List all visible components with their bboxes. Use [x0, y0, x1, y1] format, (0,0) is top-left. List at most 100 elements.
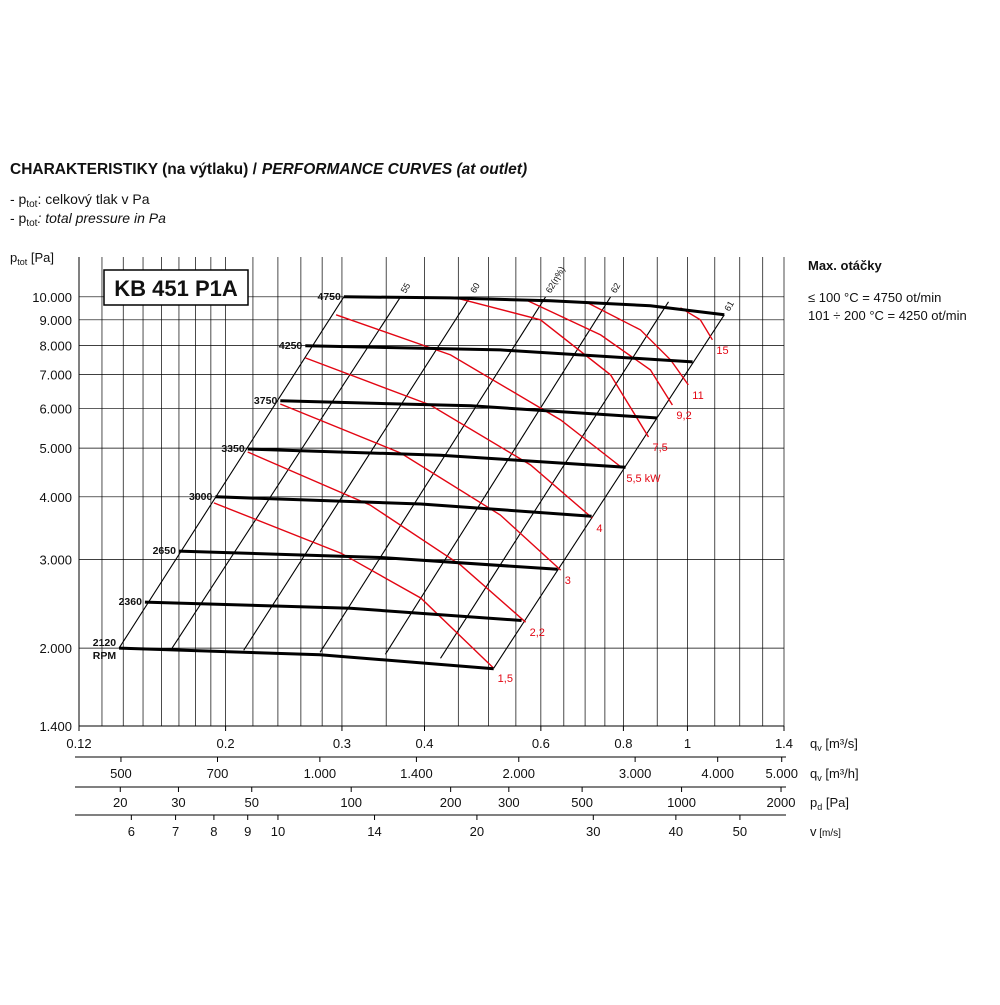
secondary-tick-label: 2000 — [767, 795, 796, 810]
axis-label-main: q — [810, 766, 817, 781]
y-tick-label: 2.000 — [39, 641, 72, 656]
efficiency-line — [440, 301, 669, 659]
secondary-tick-label: 200 — [440, 795, 462, 810]
efficiency-label: 62(η%) — [544, 265, 567, 295]
secondary-tick-label: 3.000 — [619, 766, 652, 781]
efficiency-line — [118, 296, 345, 649]
secondary-tick-label: 14 — [367, 824, 381, 839]
power-label: 15 — [716, 345, 728, 357]
secondary-tick-label: 8 — [210, 824, 217, 839]
rpm-label: 3350 — [221, 443, 245, 455]
power-curve — [305, 357, 593, 519]
model-box — [103, 269, 249, 306]
secondary-tick-label: 2.000 — [502, 766, 535, 781]
secondary-tick-label: 20 — [470, 824, 484, 839]
power-curve — [525, 299, 673, 406]
efficiency-line — [493, 314, 725, 669]
secondary-tick-label: 500 — [110, 766, 132, 781]
x-tick-label: 0.6 — [532, 736, 550, 751]
power-label: 4 — [596, 523, 602, 535]
secondary-tick-label: 20 — [113, 795, 127, 810]
rpm-curve — [280, 399, 658, 420]
rpm-unit: RPM — [93, 650, 117, 662]
secondary-tick-label: 50 — [733, 824, 747, 839]
y-tick-label: 3.000 — [39, 553, 72, 568]
rpm-curve — [178, 549, 558, 571]
power-label: 3 — [565, 575, 571, 587]
y-tick-label: 8.000 — [39, 339, 72, 354]
secondary-tick-label: 10 — [271, 824, 285, 839]
secondary-tick-label: 1000 — [667, 795, 696, 810]
x-tick-label: 1.4 — [775, 736, 793, 751]
rpm-curve — [144, 600, 522, 622]
rpm-label: 4250 — [279, 340, 303, 352]
x-tick-label: 1 — [684, 736, 691, 751]
note-prefix: - p — [10, 210, 27, 226]
secondary-tick-label: 6 — [128, 824, 135, 839]
rpm-label: 3000 — [189, 491, 213, 503]
y-tick-label: 4.000 — [39, 490, 72, 505]
note-prefix: - p — [10, 191, 27, 207]
y-tick-label: 7.000 — [39, 368, 72, 383]
note-sub: tot — [26, 199, 37, 210]
secondary-tick-label: 4.000 — [701, 766, 734, 781]
efficiency-line — [243, 296, 471, 651]
y-label-unit: [Pa] — [27, 250, 54, 265]
power-curve — [247, 451, 527, 623]
axis-label-main: p — [810, 795, 817, 810]
axis-label-sub: v — [817, 743, 822, 753]
axis-label-main: q — [810, 736, 817, 751]
efficiency-line — [384, 296, 612, 655]
efficiency-label: 62 — [609, 281, 623, 295]
max-speed-title: Max. otáčky — [808, 258, 882, 273]
axis-label-sub: v — [817, 773, 822, 783]
rpm-label: 2650 — [153, 545, 177, 557]
note-text: : total pressure in Pa — [37, 210, 166, 226]
max-speed-line: ≤ 100 °C = 4750 ot/min — [808, 290, 941, 305]
title-cz: CHARAKTERISTIKY (na výtlaku) / — [10, 161, 258, 178]
axis-label: qv [m³/h] — [810, 766, 859, 783]
secondary-tick-label: 30 — [171, 795, 185, 810]
model-label: KB 451 P1A — [114, 276, 238, 301]
axis-label-unit: [Pa] — [822, 795, 849, 810]
x-tick-label: 0.4 — [415, 736, 433, 751]
secondary-tick-label: 30 — [586, 824, 600, 839]
efficiency-line — [171, 296, 402, 649]
power-label: 11 — [692, 390, 703, 402]
curves: 55 60 62(η%) 62 61 1,5 2,2 3 4 5,5 kW 7,5 9,211 15 47… — [93, 265, 736, 686]
rpm-curve — [119, 646, 494, 671]
chart-title: CHARAKTERISTIKY (na výtlaku) / PERFORMANC… — [10, 161, 527, 178]
secondary-tick-label: 5.000 — [765, 766, 798, 781]
rpm-label: 2120 — [93, 637, 117, 649]
note-text: : celkový tlak v Pa — [37, 191, 149, 207]
secondary-tick-label: 40 — [669, 824, 683, 839]
axis-label: v [m/s] — [810, 824, 841, 839]
rpm-curve — [343, 295, 725, 317]
x-tick-label: 0.2 — [217, 736, 235, 751]
rpm-label: 2360 — [119, 596, 143, 608]
y-tick-label: 10.000 — [32, 290, 72, 305]
power-curve — [680, 307, 713, 341]
power-curve — [585, 301, 689, 386]
note: - ptot: celkový tlak v Pa — [10, 191, 150, 210]
y-label-sub: tot — [17, 257, 28, 267]
secondary-tick-label: 500 — [571, 795, 593, 810]
power-curve — [455, 297, 650, 438]
power-curve — [280, 403, 562, 571]
axis-label-unit: [m/s] — [817, 828, 842, 839]
note: - ptot: total pressure in Pa — [10, 210, 166, 229]
power-label: 9,2 — [676, 410, 691, 422]
x-tick-label: 0.3 — [333, 736, 351, 751]
rpm-curve — [305, 344, 693, 364]
x-tick-label: 0.12 — [66, 736, 91, 751]
rpm-curve — [247, 447, 626, 469]
secondary-tick-label: 1.000 — [304, 766, 337, 781]
title-en: PERFORMANCE CURVES (at outlet) — [262, 161, 527, 178]
axes: 1.400 2.000 3.000 4.000 5.000 6.000 7.000 8.000… — [32, 290, 858, 839]
y-label-main: p — [10, 250, 17, 265]
secondary-tick-label: 700 — [207, 766, 229, 781]
power-label: 2,2 — [530, 627, 545, 639]
secondary-tick-label: 9 — [244, 824, 251, 839]
max-speed-line: 101 ÷ 200 °C = 4250 ot/min — [808, 308, 967, 323]
